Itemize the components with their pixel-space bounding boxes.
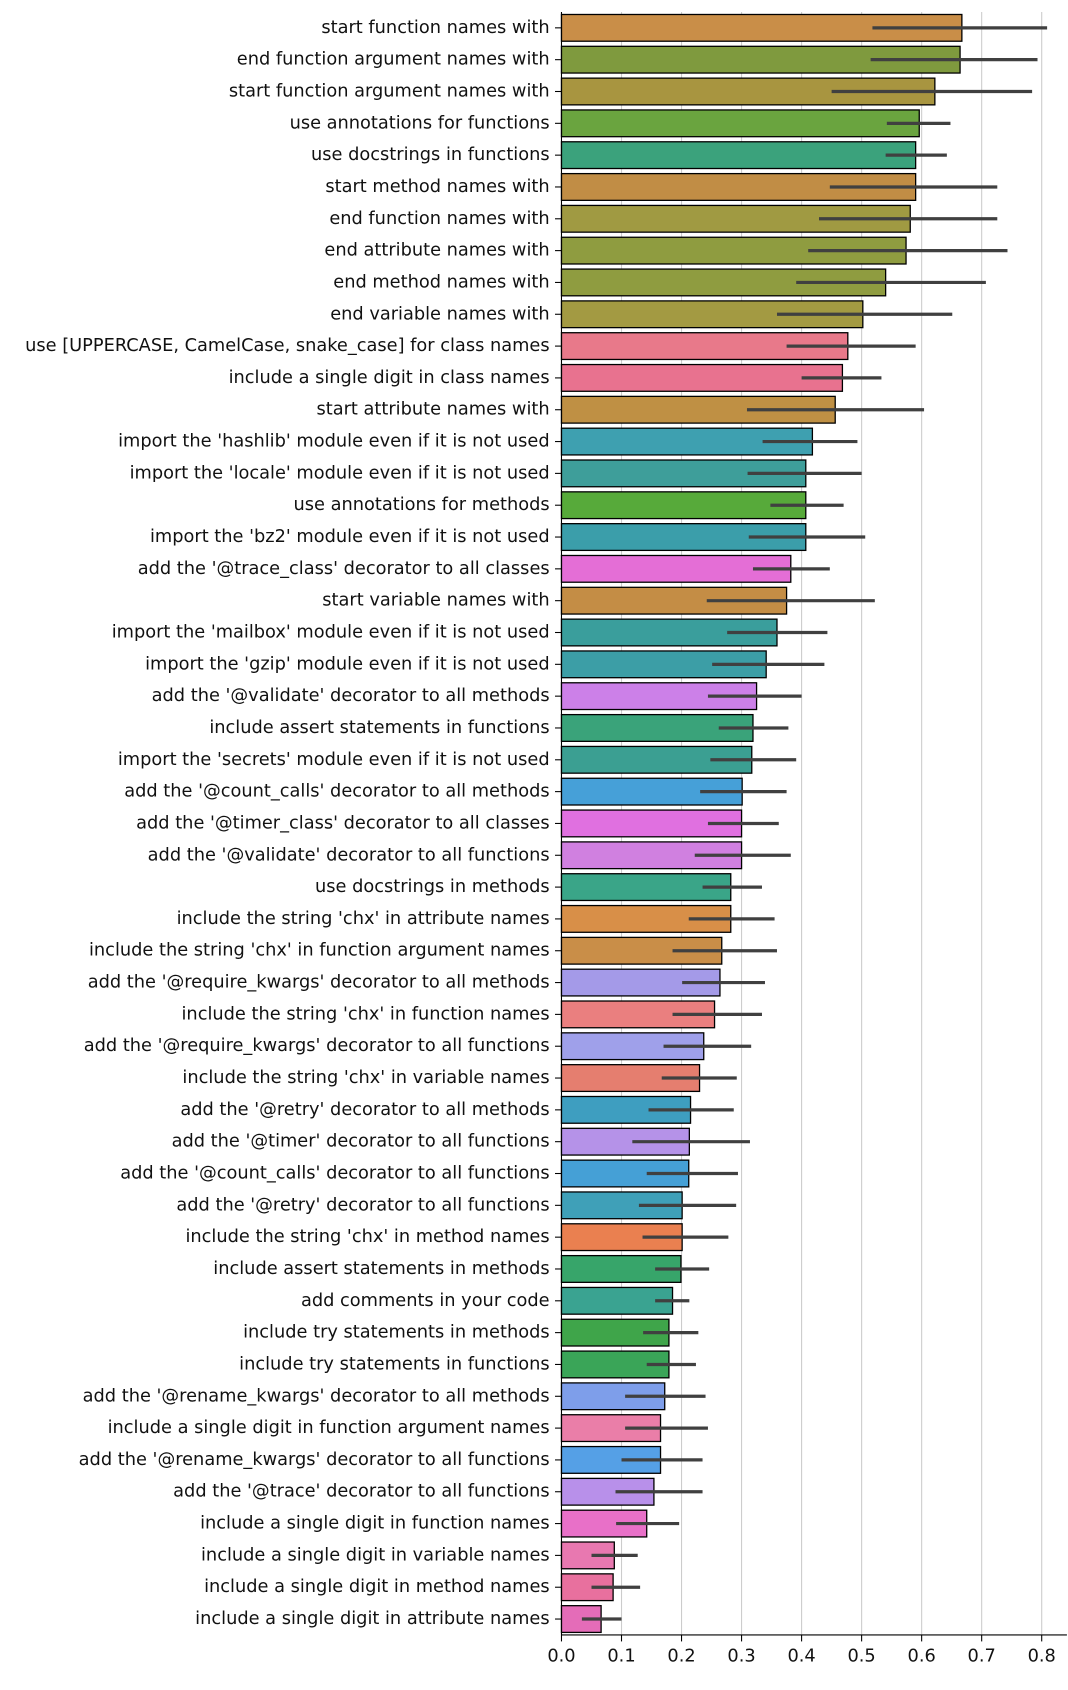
y-tick-label: add the '@require_kwargs' decorator to a…: [84, 1035, 550, 1056]
y-tick-label: start function names with: [321, 17, 549, 38]
y-tick-label: end attribute names with: [324, 240, 549, 261]
y-tick-label: include assert statements in functions: [209, 717, 549, 738]
y-tick-label: include try statements in functions: [239, 1353, 549, 1374]
y-tick-label: use annotations for methods: [294, 494, 550, 515]
y-tick-label: add the '@validate' decorator to all met…: [152, 685, 550, 706]
y-tick-label: end variable names with: [330, 303, 549, 324]
y-tick-label: add the '@count_calls' decorator to all …: [120, 1163, 549, 1184]
y-tick-label: import the 'locale' module even if it is…: [130, 462, 550, 483]
y-tick-label: import the 'hashlib' module even if it i…: [118, 431, 550, 452]
x-tick-label: 0.2: [667, 1646, 695, 1667]
y-tick-label: start variable names with: [322, 590, 549, 611]
y-tick-label: add the '@timer' decorator to all functi…: [172, 1131, 550, 1152]
x-tick-label: 0.8: [1028, 1646, 1056, 1667]
y-tick-label: use docstrings in functions: [311, 144, 550, 165]
y-tick-label: end method names with: [333, 271, 549, 292]
x-tick-label: 0.1: [607, 1646, 635, 1667]
y-tick-label: start attribute names with: [316, 399, 549, 420]
y-tick-label: add the '@rename_kwargs' decorator to al…: [83, 1385, 550, 1406]
y-tick-label: use [UPPERCASE, CamelCase, snake_case] f…: [25, 335, 549, 356]
y-tick-label: add the '@rename_kwargs' decorator to al…: [79, 1449, 550, 1470]
x-tick-label: 0.3: [727, 1646, 755, 1667]
y-tick-label: add comments in your code: [301, 1290, 550, 1311]
y-tick-label: include the string 'chx' in variable nam…: [182, 1067, 549, 1088]
y-tick-label: start method names with: [325, 176, 549, 197]
bar: [560, 141, 917, 170]
x-tick-label: 0.6: [908, 1646, 936, 1667]
x-tick-label: 0.4: [787, 1646, 815, 1667]
y-tick-label: use annotations for functions: [290, 112, 550, 133]
y-tick-label: include assert statements in methods: [213, 1258, 549, 1279]
bar: [560, 1286, 674, 1315]
y-tick-label: include a single digit in method names: [204, 1576, 550, 1597]
y-tick-label: add the '@retry' decorator to all method…: [180, 1099, 549, 1120]
y-tick-label: import the 'mailbox' module even if it i…: [112, 622, 550, 643]
y-tick-label: add the '@retry' decorator to all functi…: [176, 1194, 549, 1215]
y-tick-label: include a single digit in function names: [200, 1513, 550, 1534]
y-tick-label: include the string 'chx' in function nam…: [182, 1003, 550, 1024]
y-tick-label: include the string 'chx' in attribute na…: [177, 908, 550, 929]
bar: [560, 109, 920, 138]
y-tick-label: end function names with: [329, 208, 549, 229]
y-tick-label: add the '@validate' decorator to all fun…: [148, 844, 550, 865]
y-tick-label: include a single digit in function argum…: [108, 1417, 550, 1438]
y-tick-label: import the 'gzip' module even if it is n…: [145, 653, 550, 674]
y-tick-label: add the '@trace_class' decorator to all …: [138, 558, 550, 579]
y-tick-label: import the 'bz2' module even if it is no…: [150, 526, 550, 547]
y-tick-label: include the string 'chx' in function arg…: [89, 940, 550, 961]
y-tick-label: end function argument names with: [237, 49, 550, 70]
bar: [560, 363, 844, 392]
bar: [560, 491, 807, 520]
y-tick-label: start function argument names with: [229, 80, 550, 101]
y-tick-label: import the 'secrets' module even if it i…: [118, 749, 550, 770]
x-tick-label: 0.7: [968, 1646, 996, 1667]
y-tick-label: include a single digit in attribute name…: [195, 1608, 549, 1629]
y-tick-label: add the '@require_kwargs' decorator to a…: [88, 972, 550, 993]
y-tick-label: include a single digit in variable names: [201, 1544, 550, 1565]
y-tick-label: add the '@trace' decorator to all functi…: [173, 1481, 549, 1502]
x-tick-label: 0.0: [547, 1646, 575, 1667]
y-tick-label: use docstrings in methods: [315, 876, 550, 897]
y-tick-label: include try statements in methods: [243, 1322, 550, 1343]
y-tick-label: add the '@count_calls' decorator to all …: [124, 781, 549, 802]
x-tick-label: 0.5: [847, 1646, 875, 1667]
y-tick-label: include the string 'chx' in method names: [185, 1226, 549, 1247]
y-tick-label: add the '@timer_class' decorator to all …: [136, 812, 550, 833]
y-tick-label: include a single digit in class names: [229, 367, 550, 388]
